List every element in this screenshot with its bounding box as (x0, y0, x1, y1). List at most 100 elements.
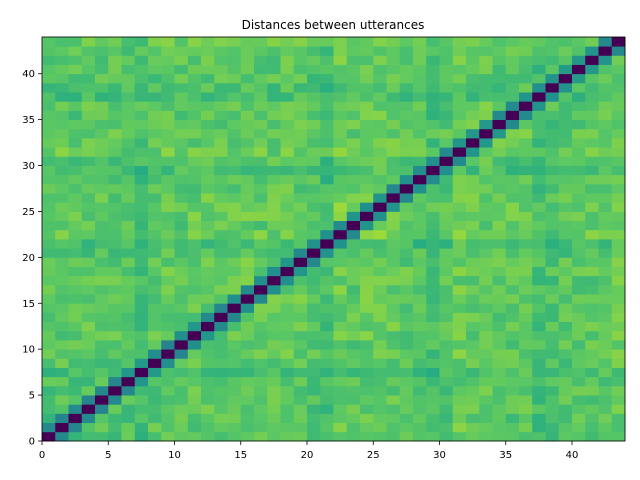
heatmap-cell (187, 64, 202, 75)
heatmap-cell (505, 239, 520, 249)
heatmap-cell (161, 284, 175, 295)
heatmap-cell (452, 395, 467, 405)
heatmap-cell (227, 321, 242, 332)
heatmap-cell (505, 73, 520, 84)
heatmap-cell (42, 138, 56, 148)
heatmap-cell (280, 294, 295, 304)
heatmap-cell (439, 101, 454, 111)
heatmap-cell (373, 266, 387, 277)
heatmap-cell (240, 376, 255, 387)
heatmap-cell (68, 257, 83, 267)
heatmap-cell (572, 193, 586, 203)
heatmap-cell (466, 294, 480, 304)
heatmap-cell (572, 358, 586, 368)
heatmap-cell (267, 367, 281, 378)
heatmap-cell (174, 431, 189, 442)
heatmap-cell (174, 174, 189, 185)
heatmap-cell (240, 174, 255, 185)
heatmap-cell (214, 358, 228, 368)
heatmap-cell (519, 431, 533, 442)
heatmap-cell (479, 156, 493, 166)
heatmap-cell (254, 165, 268, 176)
heatmap-cell (187, 358, 202, 368)
heatmap-cell (68, 248, 83, 258)
heatmap-cell (187, 193, 202, 203)
heatmap-cell (134, 303, 149, 313)
heatmap-cell (320, 101, 334, 111)
heatmap-cell (174, 193, 189, 203)
heatmap-cell (585, 202, 599, 212)
heatmap-cell (134, 431, 149, 442)
heatmap-cell (558, 367, 573, 378)
heatmap-cell (42, 349, 56, 359)
heatmap-cell (148, 431, 162, 442)
heatmap-cell (426, 211, 440, 222)
heatmap-cell (598, 340, 613, 350)
heatmap-cell (360, 82, 374, 93)
heatmap-cell (174, 303, 189, 313)
heatmap-cell (426, 138, 440, 148)
heatmap-cell (598, 404, 613, 414)
heatmap-cell (214, 202, 228, 212)
heatmap-cell (227, 385, 242, 396)
heatmap-cell (346, 220, 361, 231)
heatmap-cell (293, 431, 308, 442)
heatmap-cell (466, 220, 480, 231)
heatmap-cell (201, 312, 215, 323)
heatmap-cell (360, 92, 374, 102)
heatmap-cell (161, 73, 175, 84)
heatmap-cell (214, 303, 228, 313)
heatmap-cell (95, 239, 109, 249)
heatmap-cell (611, 349, 626, 359)
heatmap-cell (598, 422, 613, 433)
heatmap-cell (240, 64, 255, 75)
heatmap-cell (55, 330, 69, 341)
heatmap-cell (532, 64, 546, 75)
heatmap-cell (214, 73, 228, 84)
heatmap-cell (161, 431, 175, 442)
heatmap-cell (95, 257, 109, 267)
heatmap-cell (558, 119, 573, 130)
heatmap-cell (413, 340, 427, 350)
heatmap-cell (81, 349, 96, 359)
heatmap-cell (545, 431, 560, 442)
heatmap-cell (121, 211, 136, 222)
heatmap-cell (42, 284, 56, 295)
heatmap-cell (227, 312, 242, 323)
heatmap-cell (492, 55, 507, 65)
heatmap-cell (399, 92, 414, 102)
heatmap-cell (320, 64, 334, 75)
heatmap-cell (426, 312, 440, 323)
heatmap-cell (346, 128, 361, 139)
heatmap-cell (267, 110, 281, 121)
heatmap-cell (426, 294, 440, 304)
heatmap-cell (307, 46, 321, 56)
heatmap-cell (611, 55, 626, 65)
heatmap-cell (240, 294, 255, 304)
heatmap-cell (479, 422, 493, 433)
heatmap-cell (466, 73, 480, 84)
heatmap-cell (240, 266, 255, 277)
heatmap-cell (148, 229, 162, 240)
heatmap-cell (320, 193, 334, 203)
heatmap-cell (134, 82, 149, 93)
heatmap-cell (558, 211, 573, 222)
heatmap-cell (280, 220, 295, 231)
heatmap-cell (293, 385, 308, 396)
heatmap-cell (267, 257, 281, 267)
heatmap-cell (545, 303, 560, 313)
heatmap-cell (360, 275, 374, 286)
heatmap-cell (386, 431, 401, 442)
heatmap-cell (68, 422, 83, 433)
heatmap-cell (585, 138, 599, 148)
heatmap-cell (134, 183, 149, 194)
heatmap-cell (320, 340, 334, 350)
heatmap-cell (240, 312, 255, 323)
heatmap-cell (307, 64, 321, 75)
heatmap-cell (386, 266, 401, 277)
heatmap-cell (519, 73, 533, 84)
heatmap-cell (267, 312, 281, 323)
heatmap-cell (413, 220, 427, 231)
heatmap-cell (545, 321, 560, 332)
heatmap-cell (611, 376, 626, 387)
